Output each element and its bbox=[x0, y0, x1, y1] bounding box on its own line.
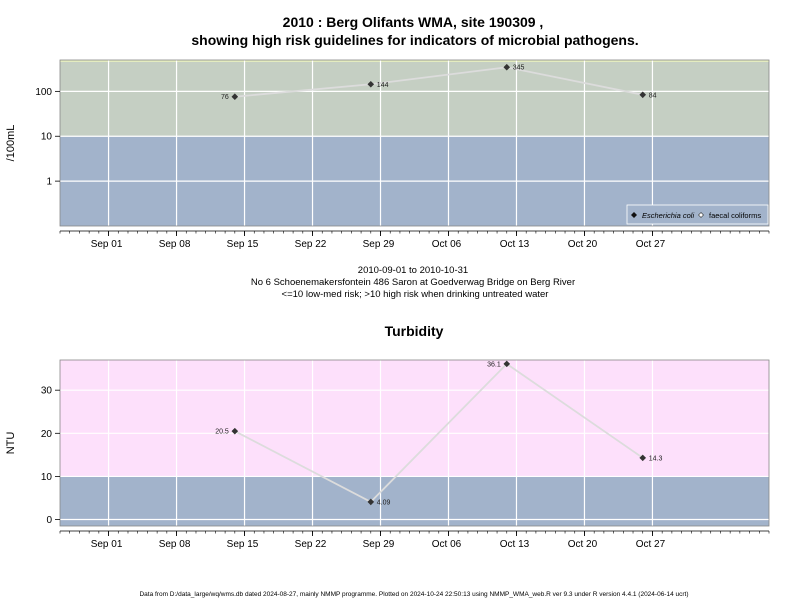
data-label: 84 bbox=[649, 92, 657, 99]
turbidity-y-axis-label: NTU bbox=[5, 432, 17, 455]
data-point bbox=[503, 360, 511, 368]
x-tick-label: Oct 27 bbox=[636, 539, 666, 550]
y-tick-label: 10 bbox=[41, 132, 53, 143]
x-tick-label: Oct 27 bbox=[636, 239, 666, 250]
turbidity-title: Turbidity bbox=[385, 323, 444, 339]
x-tick-label: Oct 06 bbox=[432, 239, 462, 250]
legend-ecoli-marker bbox=[631, 212, 637, 218]
y-tick-label: 100 bbox=[35, 87, 52, 98]
x-tick-label: Sep 01 bbox=[91, 239, 123, 250]
data-label: 345 bbox=[513, 65, 525, 72]
x-tick-label: Sep 08 bbox=[159, 539, 191, 550]
x-tick-label: Sep 29 bbox=[363, 239, 395, 250]
turbidity-plot-panel: 0 10 20 30 Sep 01 Sep 08 Sep 15 Sep 22 Sep 29 Oct… bbox=[41, 359, 770, 550]
legend-faecal-marker bbox=[698, 212, 704, 218]
data-point bbox=[367, 498, 375, 506]
plot-frame bbox=[59, 359, 770, 527]
x-tick-label: Oct 13 bbox=[500, 539, 530, 550]
x-tick-label: Sep 08 bbox=[159, 239, 191, 250]
x-tick-label: Oct 13 bbox=[500, 239, 530, 250]
data-point bbox=[231, 93, 239, 101]
legend-ecoli-label: Escherichia coli bbox=[642, 211, 694, 220]
x-tick-label: Sep 15 bbox=[227, 239, 259, 250]
x-tick-label: Oct 20 bbox=[568, 239, 598, 250]
legend-faecal-label: faecal coliforms bbox=[709, 211, 761, 220]
data-point bbox=[639, 454, 647, 462]
microbial-plot-panel: 1 10 100 Sep 01 Sep 08 Sep 15 Sep 22 Sep 29 Oct … bbox=[35, 59, 770, 250]
data-label: 4.09 bbox=[377, 499, 391, 506]
legend-box bbox=[626, 204, 769, 225]
x-tick-label: Sep 22 bbox=[295, 539, 327, 550]
x-tick-label: Sep 15 bbox=[227, 539, 259, 550]
x-tick-label: Sep 01 bbox=[91, 539, 123, 550]
chart-title-line-2: showing high risk guidelines for indicat… bbox=[191, 32, 638, 48]
plot-frame bbox=[59, 59, 770, 227]
series-line bbox=[234, 66, 643, 98]
data-label: 14.3 bbox=[649, 455, 663, 462]
chart-title-line-1: 2010 : Berg Olifants WMA, site 190309 , bbox=[283, 14, 544, 30]
data-label: 144 bbox=[377, 82, 389, 89]
date-range-caption: 2010-09-01 to 2010-10-31 bbox=[358, 265, 468, 276]
data-point bbox=[367, 80, 375, 88]
footer-note: Data from D:/data_large/wq/wms.db dated … bbox=[139, 591, 688, 598]
risk-caption: <=10 low-med risk; >10 high risk when dr… bbox=[282, 289, 549, 300]
data-point bbox=[503, 63, 511, 71]
y-tick-label: 0 bbox=[46, 515, 52, 526]
data-label: 36.1 bbox=[487, 361, 501, 368]
series-line bbox=[234, 362, 644, 504]
high-risk-band bbox=[60, 60, 769, 137]
x-tick-label: Oct 20 bbox=[568, 539, 598, 550]
y-tick-label: 10 bbox=[41, 472, 53, 483]
x-tick-label: Sep 22 bbox=[295, 239, 327, 250]
data-label: 76 bbox=[221, 94, 229, 101]
x-tick-label: Sep 29 bbox=[363, 539, 395, 550]
data-point bbox=[231, 427, 239, 435]
data-label: 20.5 bbox=[215, 429, 229, 436]
y-tick-label: 30 bbox=[41, 386, 53, 397]
y-tick-label: 1 bbox=[46, 177, 52, 188]
low-risk-band bbox=[60, 476, 769, 526]
microbial-y-axis-label: /100mL bbox=[5, 125, 17, 162]
data-point bbox=[639, 91, 647, 99]
site-caption: No 6 Schoenemakersfontein 486 Saron at G… bbox=[251, 277, 575, 288]
x-tick-label: Oct 06 bbox=[432, 539, 462, 550]
y-tick-label: 20 bbox=[41, 429, 53, 440]
top-edge-strip bbox=[60, 60, 769, 62]
high-risk-band bbox=[60, 360, 769, 477]
